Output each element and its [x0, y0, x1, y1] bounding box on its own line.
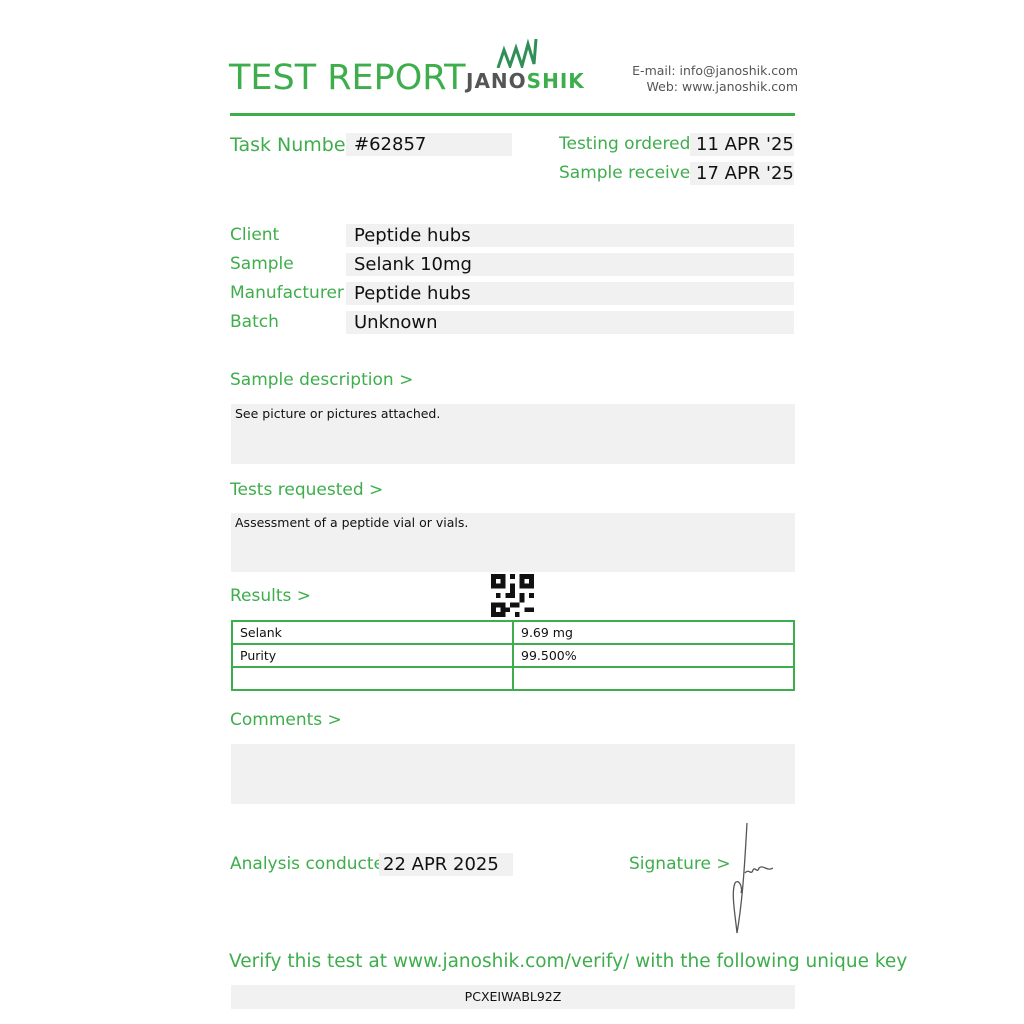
tests-requested-text: Assessment of a peptide vial or vials.	[235, 515, 469, 530]
result-value	[512, 666, 795, 691]
result-name	[231, 666, 514, 691]
task-number-field: #62857	[346, 133, 512, 156]
client-label: Client	[230, 225, 280, 245]
testing-ordered-value: 11 APR '25	[696, 134, 794, 155]
page-title: TEST REPORT	[229, 58, 466, 98]
logo-chart-icon	[496, 38, 538, 68]
sample-description-box: See picture or pictures attached.	[231, 404, 795, 464]
sample-received-field: 17 APR '25	[690, 162, 794, 185]
signature-label: Signature >	[629, 854, 731, 874]
sample-description-label: Sample description >	[230, 370, 414, 390]
signature-image	[732, 822, 774, 934]
manufacturer-field: Peptide hubs	[346, 282, 794, 305]
sample-description-text: See picture or pictures attached.	[235, 406, 441, 421]
task-number-value: #62857	[354, 134, 427, 155]
unique-key-value: PCXEIWABL92Z	[464, 989, 562, 1004]
task-number-label: Task Number	[230, 134, 354, 156]
results-label: Results >	[230, 586, 312, 606]
sample-field: Selank 10mg	[346, 253, 794, 276]
result-value: 99.500%	[512, 643, 795, 668]
batch-field: Unknown	[346, 311, 794, 334]
logo-text: JANOSHIK	[466, 69, 585, 93]
result-name: Selank	[231, 620, 514, 645]
result-value: 9.69 mg	[512, 620, 795, 645]
web: Web: www.janoshik.com	[646, 79, 798, 94]
header-divider	[230, 113, 795, 116]
comments-box	[231, 744, 795, 804]
qr-code-icon	[491, 574, 534, 617]
batch-value: Unknown	[354, 312, 438, 333]
unique-key-field: PCXEIWABL92Z	[231, 985, 795, 1009]
client-value: Peptide hubs	[354, 225, 471, 246]
sample-label: Sample	[230, 254, 294, 274]
table-row: Purity 99.500%	[231, 643, 795, 668]
email: E-mail: info@janoshik.com	[632, 63, 798, 78]
manufacturer-value: Peptide hubs	[354, 283, 471, 304]
result-name: Purity	[231, 643, 514, 668]
table-row	[231, 666, 795, 691]
analysis-date-value: 22 APR 2025	[383, 854, 499, 875]
testing-ordered-field: 11 APR '25	[690, 133, 794, 156]
sample-value: Selank 10mg	[354, 254, 472, 275]
analysis-conducted-label: Analysis conducted >	[230, 854, 415, 874]
verify-text: Verify this test at www.janoshik.com/ver…	[229, 951, 908, 972]
table-row: Selank 9.69 mg	[231, 620, 795, 645]
manufacturer-label: Manufacturer	[230, 283, 344, 303]
sample-received-value: 17 APR '25	[696, 163, 794, 184]
client-field: Peptide hubs	[346, 224, 794, 247]
tests-requested-label: Tests requested >	[230, 480, 384, 500]
batch-label: Batch	[230, 312, 279, 332]
results-table: Selank 9.69 mg Purity 99.500%	[231, 620, 795, 691]
tests-requested-box: Assessment of a peptide vial or vials.	[231, 513, 795, 572]
comments-label: Comments >	[230, 710, 342, 730]
analysis-date-field: 22 APR 2025	[379, 853, 513, 876]
